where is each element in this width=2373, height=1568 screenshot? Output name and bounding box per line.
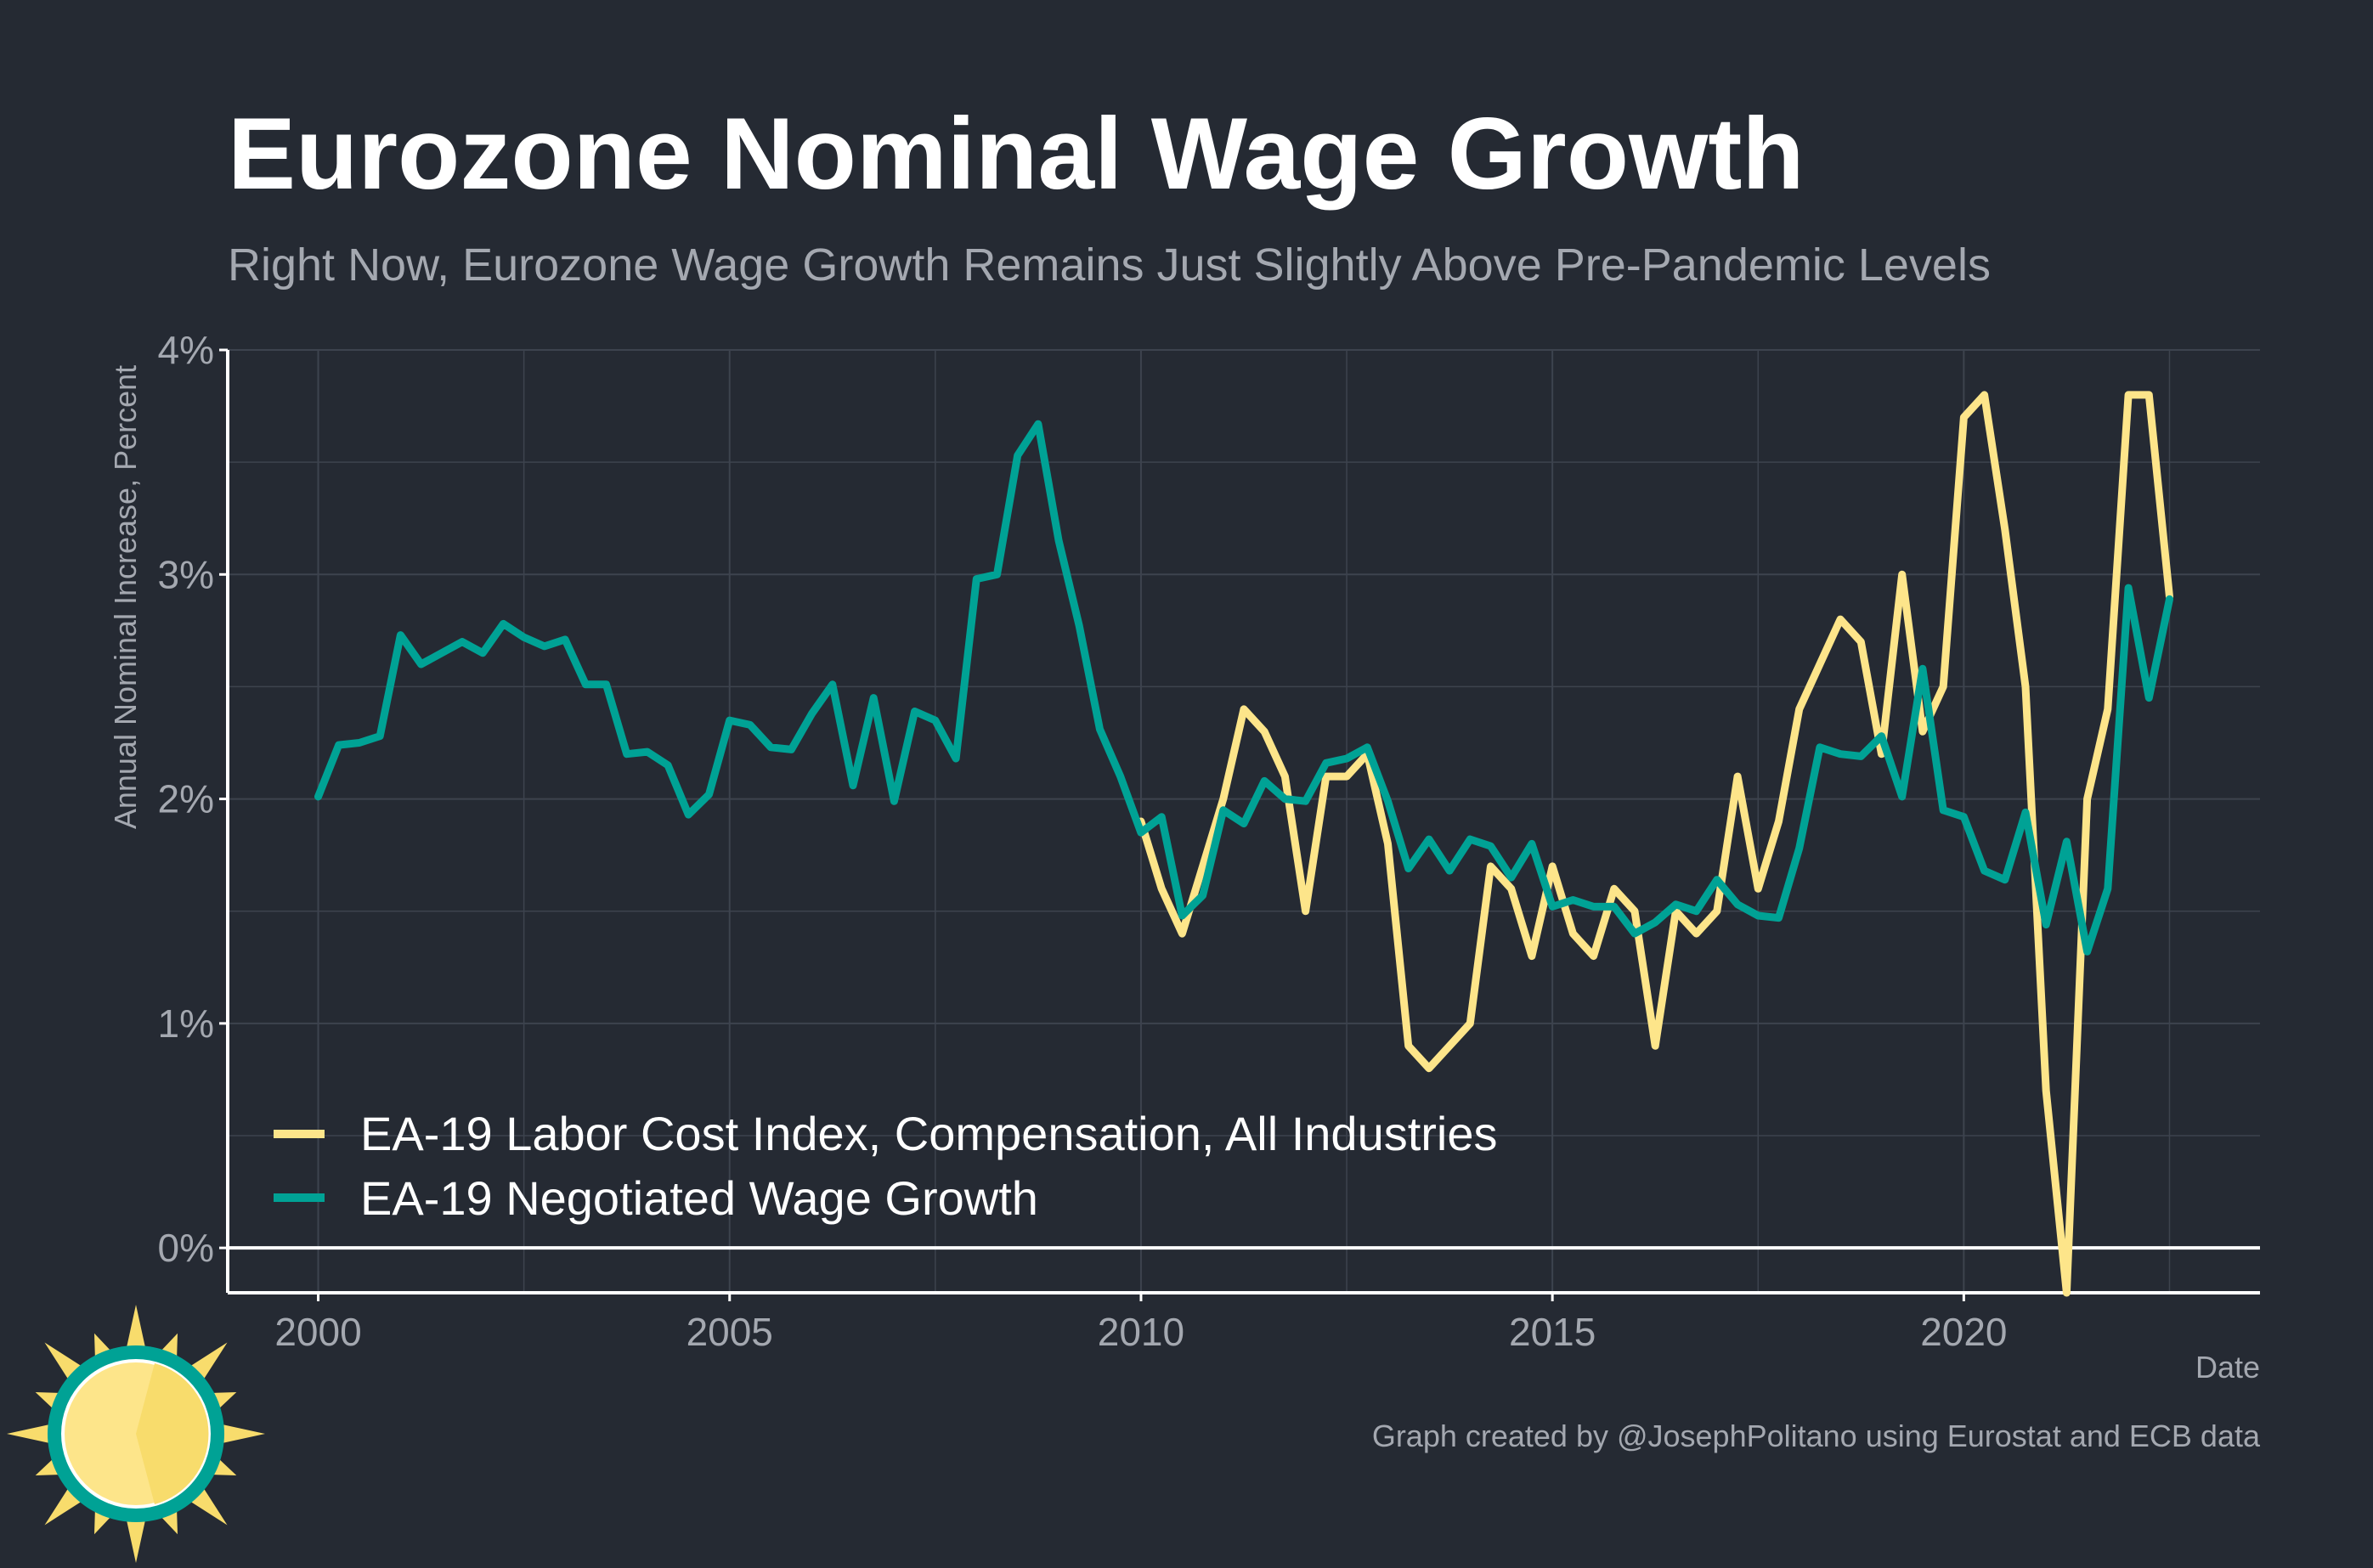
tick-labels: 0% 1% 2% 3% 4% 2000 2005 2010 2015 2020 [158,328,2008,1354]
x-tick-label: 2005 [686,1310,773,1354]
x-tick-label: 2020 [1920,1310,2007,1354]
x-tick-label: 2000 [274,1310,361,1354]
y-tick-label: 1% [158,1001,214,1046]
series-lines [314,391,2173,1297]
chart-caption: Graph created by @JosephPolitano using E… [1372,1419,2261,1453]
legend-label-labor-cost: EA-19 Labor Cost Index, Compensation, Al… [360,1107,1498,1160]
y-tick-label: 2% [158,777,214,821]
sun-logo [7,1305,265,1563]
x-tick-label: 2015 [1509,1310,1596,1354]
chart-subtitle: Right Now, Eurozone Wage Growth Remains … [228,240,1991,290]
y-tick-label: 0% [158,1226,214,1270]
y-axis-title: Annual Nominal Increase, Percent [108,365,143,829]
sun-ray [7,1423,55,1445]
y-tick-label: 4% [158,328,214,372]
sun-ray [125,1514,147,1563]
chart-title: Eurozone Nominal Wage Growth [228,97,1805,211]
series-line-labor-cost [1137,391,2173,1297]
legend: EA-19 Labor Cost Index, Compensation, Al… [274,1107,1498,1225]
x-tick-label: 2010 [1098,1310,1184,1354]
x-axis-title: Date [2195,1350,2260,1385]
legend-label-negotiated: EA-19 Negotiated Wage Growth [360,1171,1038,1225]
sun-ray [125,1305,147,1353]
grid-lines [228,349,2260,1293]
series-line-negotiated [314,420,2173,956]
axes [219,348,2260,1301]
y-tick-label: 3% [158,552,214,596]
sun-ray [217,1423,265,1445]
sun-shade [136,1363,209,1504]
